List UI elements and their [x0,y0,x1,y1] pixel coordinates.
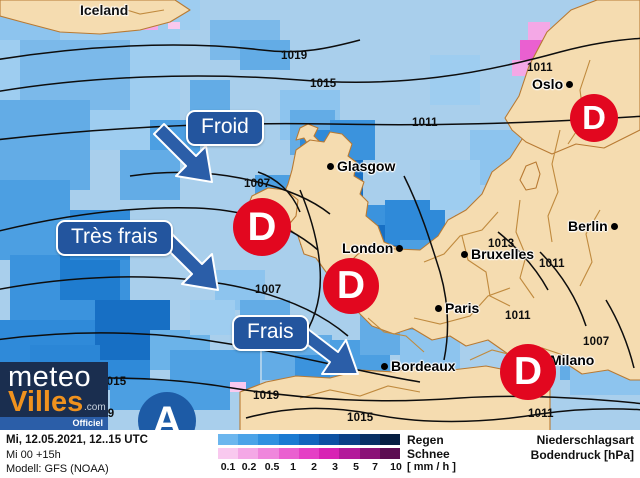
legend-tick-row: 0.1 0.2 0.5 1 2 3 5 7 10 [218,461,402,475]
legend-row-rain: Regen [218,432,450,447]
city-label: Oslo [532,76,564,92]
landmass-layer [0,0,640,430]
city-glasgow: Glasgow [327,158,395,174]
flow-arrow-layer [153,123,359,375]
isobar-label: 1019 [281,50,308,62]
isobar-label: 1007 [583,336,610,348]
city-london: London [342,240,404,256]
legend-tick: 5 [353,461,359,473]
run-info-block: Mi, 12.05.2021, 12..15 UTC Mi 00 +15h Mo… [6,433,148,477]
isobar-label: 1007 [244,178,271,190]
legend-tick: 2 [311,461,317,473]
legend-tick: 10 [390,461,402,473]
city-bordeaux: Bordeaux [381,358,456,374]
rain-color-bar [218,434,400,445]
legend-tick: 0.5 [264,461,280,473]
city-marker-dot [327,162,334,170]
logo-badge-label: Officiel [72,418,103,428]
legend-title-precip-type: Niederschlagsart [536,433,634,447]
logo-line-meteo: meteo [8,362,92,393]
callout-frais: Frais [232,315,309,351]
city-label: Paris [445,300,480,316]
city-oslo: Oslo [532,76,574,92]
legend-unit-label: [ mm / h ] [407,461,456,473]
legend-row-snow: Schnee [218,446,450,461]
low-pressure-center-channel[interactable]: D [323,258,379,314]
isobar-label: 1019 [253,390,280,402]
snow-color-bar [218,448,400,459]
precipitation-legend: Regen Schnee 0.1 0.2 0.5 1 2 3 5 7 10 [218,432,456,475]
weather-map[interactable]: Iceland Glasgow London Bruxelles Paris B… [0,0,640,430]
city-label: Bordeaux [391,358,456,374]
city-label: Milano [550,352,595,368]
city-marker-dot [381,362,388,370]
city-marker-dot [435,304,442,312]
high-pressure-center-atlantic[interactable]: A [138,392,196,430]
low-pressure-center-oslo[interactable]: D [570,94,618,142]
isobar-label: 1007 [255,284,282,296]
isobar-label: 1011 [527,62,553,74]
model-name: Modell: GFS (NOAA) [6,463,109,475]
city-bruxelles: Bruxelles [461,246,534,262]
city-marker-dot [396,244,404,252]
isobar-label: 1015 [347,412,374,424]
legend-title-pressure: Bodendruck [hPa] [530,448,634,462]
callout-tres-frais: Très frais [56,220,173,256]
country-label: Iceland [80,2,129,18]
pressure-symbol: D [582,99,606,136]
legend-tick: 1 [290,461,296,473]
legend-tick: 0.1 [220,461,236,473]
valid-datetime: Mi, 12.05.2021, 12..15 UTC [6,434,148,446]
meteovilles-logo[interactable]: meteo Villes .com Officiel [0,362,108,430]
city-label: Berlin [568,218,608,234]
isobar-label: 1015 [310,78,337,90]
legend-label-rain: Regen [407,432,444,447]
logo-suffix-com: .com [84,402,106,413]
city-berlin: Berlin [568,218,618,234]
legend-tick: 7 [372,461,378,473]
isobar-label: 1011 [528,408,554,420]
city-marker-dot [566,80,574,88]
city-label: Glasgow [337,158,396,174]
isobar-label: 1011 [505,310,531,322]
city-marker-dot [610,222,618,230]
callout-froid: Froid [186,110,264,146]
legend-tick: 0.2 [241,461,257,473]
pressure-symbol: D [247,204,277,249]
model-run: Mi 00 +15h [6,448,61,461]
pressure-symbol: A [152,398,182,431]
legend-label-snow: Schnee [407,446,450,461]
footer-bar: Mi, 12.05.2021, 12..15 UTC Mi 00 +15h Mo… [0,430,640,478]
city-label: Bruxelles [471,246,535,262]
pressure-symbol: D [336,264,366,307]
logo-line-villes: Villes [8,386,84,418]
isobar-label: 1011 [539,258,565,270]
city-paris: Paris [435,300,479,316]
low-pressure-center-ireland[interactable]: D [233,198,291,256]
logo-badge-bar: Officiel [0,417,108,430]
isobar-label: 1013 [488,238,515,250]
city-marker-dot [461,250,468,258]
low-pressure-center-italy[interactable]: D [500,344,556,400]
legend-title-block: Niederschlagsart Bodendruck [hPa] [531,433,634,463]
pressure-symbol: D [513,350,543,393]
city-label: London [342,240,394,256]
legend-tick: 3 [332,461,338,473]
isobar-label: 1011 [412,117,438,129]
